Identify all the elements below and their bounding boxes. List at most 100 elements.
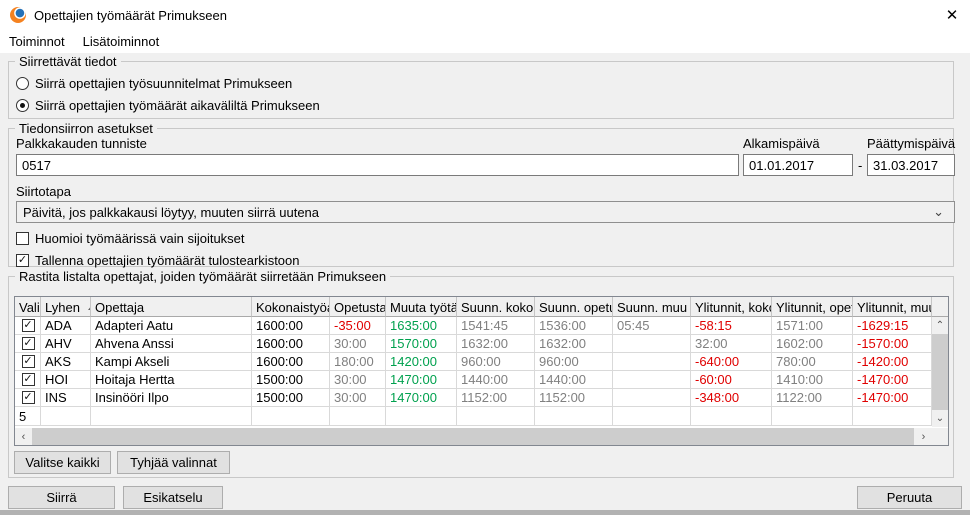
table-cell[interactable] (613, 371, 691, 389)
table-cell[interactable]: -60:00 (691, 371, 772, 389)
row-checkbox-icon[interactable]: ✓ (21, 391, 35, 404)
table-cell[interactable]: 1632:00 (457, 335, 535, 353)
table-cell[interactable]: -1470:00 (853, 389, 932, 407)
radio-icon[interactable] (16, 77, 29, 90)
horizontal-scrollbar[interactable]: ‹ › (15, 428, 932, 445)
column-header[interactable]: Lyhen (41, 297, 91, 317)
checkbox-only-placements[interactable]: Huomioi työmäärissä vain sijoitukset (16, 230, 245, 247)
table-row[interactable]: ✓ AHV Ahvena Anssi 1600:00 30:00 1570:00 1632:… (15, 335, 932, 353)
table-cell[interactable]: 180:00 (330, 353, 386, 371)
table-cell[interactable]: -1470:00 (853, 371, 932, 389)
column-header[interactable]: Muuta työtä (386, 297, 457, 317)
table-cell[interactable]: -1629:15 (853, 317, 932, 335)
close-icon[interactable]: ✕ (945, 7, 959, 24)
row-select-cell[interactable]: ✓ (15, 389, 41, 407)
table-cell[interactable]: 1440:00 (535, 371, 613, 389)
table-row[interactable]: ✓ INS Insinööri Ilpo 1500:00 30:00 1470:00 115… (15, 389, 932, 407)
table-cell[interactable]: 1541:45 (457, 317, 535, 335)
cancel-button[interactable]: Peruuta (857, 486, 962, 509)
checkbox-icon[interactable] (16, 232, 29, 245)
table-cell[interactable] (613, 335, 691, 353)
column-header[interactable]: Ylitunnit, kokonais (691, 297, 772, 317)
table-cell[interactable]: 32:00 (691, 335, 772, 353)
row-select-cell[interactable]: ✓ (15, 371, 41, 389)
table-cell[interactable]: 1122:00 (772, 389, 853, 407)
table-cell[interactable]: 30:00 (330, 389, 386, 407)
table-cell[interactable]: Ahvena Anssi (91, 335, 252, 353)
checkbox-icon[interactable]: ✓ (16, 254, 29, 267)
column-header[interactable]: Suunn. muu työ (613, 297, 691, 317)
table-cell[interactable]: -35:00 (330, 317, 386, 335)
menu-toiminnot[interactable]: Toiminnot (9, 34, 65, 49)
column-header[interactable]: Vali (15, 297, 41, 317)
table-cell[interactable]: -348:00 (691, 389, 772, 407)
table-cell[interactable]: AKS (41, 353, 91, 371)
row-checkbox-icon[interactable]: ✓ (21, 337, 35, 350)
row-checkbox-icon[interactable]: ✓ (21, 373, 35, 386)
table-cell[interactable]: 1570:00 (386, 335, 457, 353)
radio-icon[interactable] (16, 99, 29, 112)
vertical-scrollbar[interactable]: ⌃ ⌄ (932, 317, 948, 427)
clear-selection-button[interactable]: Tyhjää valinnat (117, 451, 230, 474)
radio-workloads-timerange[interactable]: Siirrä opettajien työmäärät aikaväliltä … (16, 97, 320, 114)
table-cell[interactable]: AHV (41, 335, 91, 353)
table-cell[interactable]: 1600:00 (252, 335, 330, 353)
table-row[interactable]: ✓ ADA Adapteri Aatu 1600:00 -35:00 1635:00 154… (15, 317, 932, 335)
column-header[interactable]: Opettaja (91, 297, 252, 317)
table-cell[interactable] (613, 389, 691, 407)
table-cell[interactable]: -58:15 (691, 317, 772, 335)
table-cell[interactable]: 1632:00 (535, 335, 613, 353)
menu-lisatoiminnot[interactable]: Lisätoiminnot (82, 34, 160, 49)
table-cell[interactable]: 1470:00 (386, 371, 457, 389)
table-row[interactable]: ✓ HOI Hoitaja Hertta 1500:00 30:00 1470:00 144… (15, 371, 932, 389)
table-cell[interactable]: 1410:00 (772, 371, 853, 389)
table-cell[interactable]: -1420:00 (853, 353, 932, 371)
table-cell[interactable]: 1152:00 (457, 389, 535, 407)
table-cell[interactable]: 05:45 (613, 317, 691, 335)
table-cell[interactable]: HOI (41, 371, 91, 389)
column-header[interactable]: Ylitunnit, muu työ (853, 297, 932, 317)
column-header[interactable]: Ylitunnit, opetus (772, 297, 853, 317)
column-header[interactable]: Kokonaistyöaika (252, 297, 330, 317)
table-cell[interactable]: 30:00 (330, 371, 386, 389)
row-checkbox-icon[interactable]: ✓ (21, 355, 35, 368)
table-cell[interactable]: Adapteri Aatu (91, 317, 252, 335)
table-cell[interactable]: 30:00 (330, 335, 386, 353)
table-cell[interactable]: 1602:00 (772, 335, 853, 353)
table-cell[interactable]: 1470:00 (386, 389, 457, 407)
scroll-up-icon[interactable]: ⌃ (932, 317, 948, 334)
column-header[interactable]: Suunn. opetus (535, 297, 613, 317)
column-header[interactable]: Opetusta (330, 297, 386, 317)
transfer-method-select[interactable]: Päivitä, jos palkkakausi löytyy, muuten … (16, 201, 955, 223)
row-select-cell[interactable]: ✓ (15, 353, 41, 371)
table-cell[interactable]: 1500:00 (252, 389, 330, 407)
table-cell[interactable]: 960:00 (535, 353, 613, 371)
table-cell[interactable]: 1635:00 (386, 317, 457, 335)
select-all-button[interactable]: Valitse kaikki (14, 451, 111, 474)
table-cell[interactable] (613, 353, 691, 371)
pay-period-input[interactable]: 0517 (16, 154, 739, 176)
table-cell[interactable]: 1420:00 (386, 353, 457, 371)
row-checkbox-icon[interactable]: ✓ (21, 319, 35, 332)
vertical-scroll-thumb[interactable] (932, 334, 948, 410)
table-cell[interactable]: Insinööri Ilpo (91, 389, 252, 407)
table-cell[interactable]: 780:00 (772, 353, 853, 371)
scroll-down-icon[interactable]: ⌄ (932, 410, 948, 427)
table-cell[interactable]: 1600:00 (252, 353, 330, 371)
scroll-right-icon[interactable]: › (915, 428, 932, 445)
table-cell[interactable]: Hoitaja Hertta (91, 371, 252, 389)
table-cell[interactable]: 960:00 (457, 353, 535, 371)
radio-work-plans[interactable]: Siirrä opettajien työsuunnitelmat Primuk… (16, 75, 292, 92)
row-select-cell[interactable]: ✓ (15, 317, 41, 335)
checkbox-save-archive[interactable]: ✓ Tallenna opettajien työmäärät tulostea… (16, 252, 300, 269)
row-select-cell[interactable]: ✓ (15, 335, 41, 353)
start-date-input[interactable]: 01.01.2017 (743, 154, 853, 176)
table-cell[interactable]: 1152:00 (535, 389, 613, 407)
horizontal-scroll-thumb[interactable] (32, 428, 914, 445)
table-cell[interactable]: 1440:00 (457, 371, 535, 389)
table-cell[interactable]: 1600:00 (252, 317, 330, 335)
scroll-left-icon[interactable]: ‹ (15, 428, 32, 445)
preview-button[interactable]: Esikatselu (123, 486, 223, 509)
end-date-input[interactable]: 31.03.2017 (867, 154, 955, 176)
table-cell[interactable]: 1536:00 (535, 317, 613, 335)
